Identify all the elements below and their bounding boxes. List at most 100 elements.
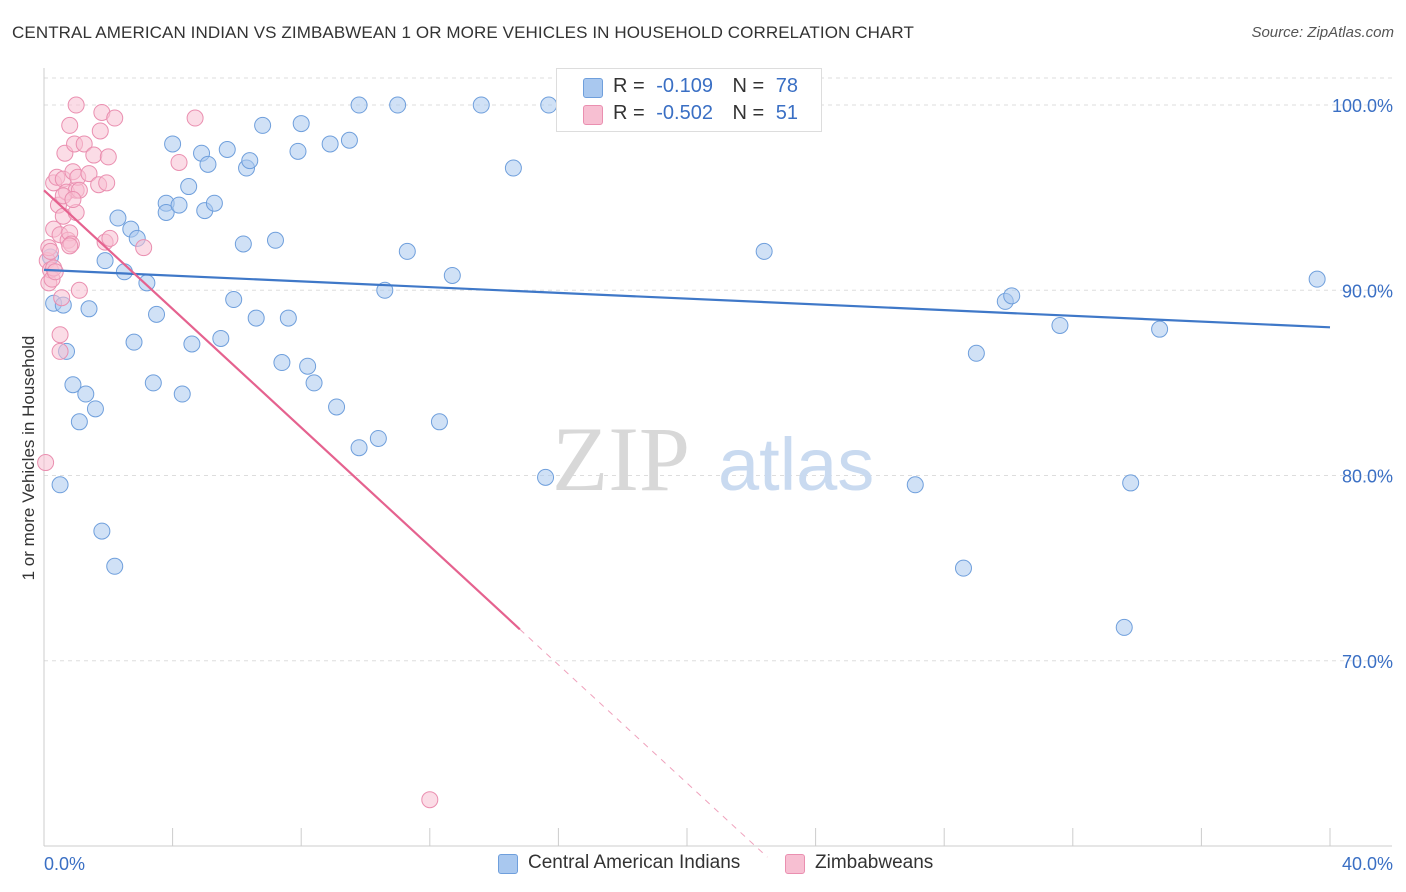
- data-point: [53, 289, 71, 307]
- correlation-legend: R = -0.109 N = 78 R = -0.502 N = 51: [556, 68, 822, 132]
- data-point: [183, 335, 201, 353]
- tick-labels: 70.0% 80.0% 90.0% 100.0% 0.0% 40.0%: [44, 96, 1393, 874]
- data-point: [115, 263, 133, 281]
- data-point: [93, 522, 111, 540]
- data-point: [85, 146, 103, 164]
- data-point: [389, 96, 407, 114]
- data-point: [75, 135, 93, 153]
- data-point: [135, 239, 153, 257]
- data-point: [218, 141, 236, 159]
- data-point: [61, 116, 79, 134]
- data-point: [1051, 316, 1069, 334]
- data-point: [1308, 270, 1326, 288]
- data-point: [106, 109, 124, 127]
- data-point: [305, 374, 323, 392]
- data-point: [64, 376, 82, 394]
- data-point: [328, 398, 346, 416]
- data-point: [51, 476, 69, 494]
- data-point: [247, 309, 265, 327]
- data-point: [91, 122, 109, 140]
- data-point: [273, 354, 291, 372]
- data-point: [170, 153, 188, 171]
- data-point: [321, 135, 339, 153]
- data-point: [164, 135, 182, 153]
- bottom-legend-swatch-blue: [498, 854, 518, 874]
- data-point: [80, 165, 98, 183]
- legend-n-value: 78: [775, 75, 799, 97]
- trend-lines: [43, 189, 1331, 858]
- data-point: [77, 385, 95, 403]
- data-point: [906, 476, 924, 494]
- data-point: [70, 281, 88, 299]
- data-point: [157, 203, 175, 221]
- data-point: [98, 174, 116, 192]
- data-point: [1122, 474, 1140, 492]
- y-tick-label: 100.0%: [1332, 96, 1393, 116]
- data-point: [80, 300, 98, 318]
- data-point: [144, 374, 162, 392]
- data-point: [234, 235, 252, 253]
- data-point: [64, 191, 82, 209]
- data-point: [225, 291, 243, 309]
- legend-r-label: R =: [613, 75, 645, 97]
- data-point: [96, 252, 114, 270]
- data-point: [299, 357, 317, 375]
- data-point: [109, 209, 127, 227]
- bottom-legend-label: Central American Indians: [528, 852, 741, 873]
- legend-n-label: N =: [732, 102, 765, 124]
- source-label: Source: ZipAtlas.com: [1251, 24, 1394, 41]
- data-point: [289, 142, 307, 160]
- data-point: [125, 333, 143, 351]
- data-point: [1151, 320, 1169, 338]
- y-tick-label: 70.0%: [1342, 652, 1393, 672]
- data-point: [212, 329, 230, 347]
- data-point: [70, 413, 88, 431]
- bottom-legend-swatch-pink: [785, 854, 805, 874]
- legend-r-label: R =: [613, 102, 645, 124]
- chart-title: CENTRAL AMERICAN INDIAN VS ZIMBABWEAN 1 …: [12, 23, 914, 42]
- data-point: [106, 557, 124, 575]
- data-point: [186, 109, 204, 127]
- data-point: [67, 96, 85, 114]
- data-point: [99, 148, 117, 166]
- watermark: ZIP atlas: [552, 408, 874, 510]
- legend-n-value: 51: [775, 102, 799, 124]
- data-point: [1115, 618, 1133, 636]
- data-point: [51, 326, 69, 344]
- data-point: [101, 229, 119, 247]
- data-point: [755, 242, 773, 260]
- data-point: [954, 559, 972, 577]
- series-zimbabweans: [37, 96, 439, 809]
- data-point: [398, 242, 416, 260]
- data-point: [540, 96, 558, 114]
- data-point: [279, 309, 297, 327]
- data-point: [369, 429, 387, 447]
- data-point: [537, 468, 555, 486]
- data-point: [350, 439, 368, 457]
- trend-line-pink-extension: [519, 628, 768, 858]
- data-point: [148, 305, 166, 323]
- data-point: [86, 400, 104, 418]
- data-point: [504, 159, 522, 177]
- data-point: [254, 116, 272, 134]
- data-point: [340, 131, 358, 149]
- data-point: [173, 385, 191, 403]
- x-tick-label-max: 40.0%: [1342, 854, 1393, 874]
- data-point: [350, 96, 368, 114]
- data-point: [292, 115, 310, 133]
- data-point: [443, 266, 461, 284]
- trend-line-pink: [43, 189, 521, 631]
- watermark-zip: ZIP: [552, 408, 690, 510]
- legend-r-value: -0.502: [656, 102, 713, 124]
- data-point: [199, 155, 217, 173]
- y-tick-label: 80.0%: [1342, 467, 1393, 487]
- data-point: [170, 196, 188, 214]
- legend-r-value: -0.109: [656, 75, 713, 97]
- watermark-atlas: atlas: [718, 423, 874, 506]
- data-point: [205, 194, 223, 212]
- data-point: [138, 274, 156, 292]
- data-point: [430, 413, 448, 431]
- data-point: [1003, 287, 1021, 305]
- data-point: [266, 231, 284, 249]
